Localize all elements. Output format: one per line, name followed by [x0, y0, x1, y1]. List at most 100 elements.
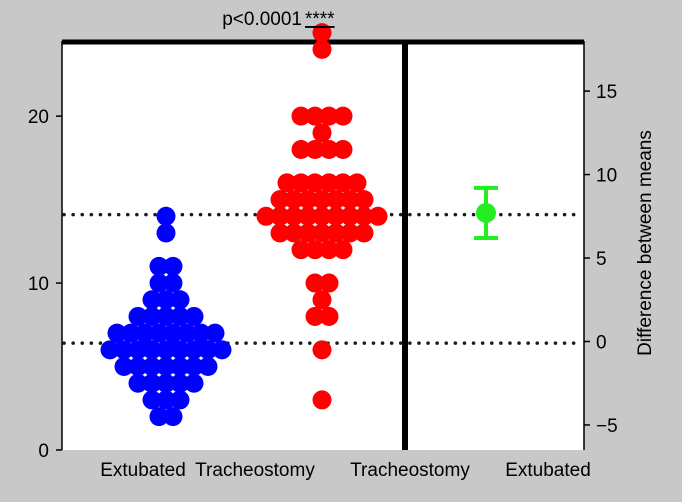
left-tick-label: 10 [28, 274, 49, 295]
data-point [170, 357, 190, 377]
data-point [128, 357, 148, 377]
data-points [100, 23, 388, 427]
data-point [198, 340, 218, 360]
data-point [340, 223, 360, 243]
data-point [312, 23, 332, 43]
data-point [142, 340, 162, 360]
data-point [291, 173, 311, 193]
data-point [149, 323, 169, 343]
data-point [326, 190, 346, 210]
data-point [284, 206, 304, 226]
data-point [128, 373, 148, 393]
data-point [305, 106, 325, 126]
difference-panel [474, 185, 498, 240]
right-tick-label: −5 [596, 416, 618, 437]
category-label: Tracheostomy [195, 460, 315, 481]
data-point [114, 340, 134, 360]
data-point [256, 206, 276, 226]
data-point [326, 206, 346, 226]
data-point [107, 323, 127, 343]
data-point [170, 340, 190, 360]
data-point [291, 106, 311, 126]
data-point [184, 373, 204, 393]
data-point [170, 373, 190, 393]
data-point [114, 357, 134, 377]
data-point [184, 340, 204, 360]
data-point [284, 223, 304, 243]
data-point [305, 140, 325, 160]
data-point [319, 106, 339, 126]
data-point [298, 206, 318, 226]
data-point [142, 390, 162, 410]
data-point [291, 240, 311, 260]
data-point [284, 190, 304, 210]
data-point [305, 306, 325, 326]
data-point [212, 340, 232, 360]
data-point [340, 206, 360, 226]
data-point [333, 106, 353, 126]
right-tick-label: 0 [596, 332, 607, 353]
data-point [170, 290, 190, 310]
data-point [312, 206, 332, 226]
difference-category-label: Tracheostomy [350, 460, 470, 481]
data-point [149, 256, 169, 276]
data-point [142, 306, 162, 326]
data-point [128, 306, 148, 326]
data-point [277, 173, 297, 193]
data-point [142, 357, 162, 377]
data-point [156, 390, 176, 410]
data-point [319, 273, 339, 293]
data-point [347, 173, 367, 193]
data-point [291, 140, 311, 160]
data-point [170, 306, 190, 326]
data-point [121, 323, 141, 343]
data-point [305, 173, 325, 193]
right-axis-label: Difference between means [635, 130, 656, 356]
data-point [191, 323, 211, 343]
data-point [270, 206, 290, 226]
data-point [354, 206, 374, 226]
right-tick-label: 5 [596, 249, 607, 270]
data-point [156, 223, 176, 243]
data-point [205, 323, 225, 343]
data-point [128, 340, 148, 360]
data-point [156, 373, 176, 393]
data-point [100, 340, 120, 360]
data-point [312, 290, 332, 310]
data-point [319, 173, 339, 193]
data-point [354, 223, 374, 243]
right-tick-label: 10 [596, 166, 617, 187]
data-point [312, 223, 332, 243]
data-point [163, 323, 183, 343]
data-point [142, 290, 162, 310]
left-axis-ticks: 0 10 20 [28, 107, 62, 462]
data-point [312, 39, 332, 59]
right-axis-ticks: −5 0 5 10 15 [584, 82, 618, 437]
significance-annotation: p<0.0001 [222, 9, 302, 30]
data-point [156, 357, 176, 377]
data-point [326, 223, 346, 243]
data-point [305, 240, 325, 260]
data-point [156, 306, 176, 326]
data-point [312, 123, 332, 143]
data-point [198, 357, 218, 377]
data-point [305, 273, 325, 293]
data-point [298, 223, 318, 243]
category-label: Extubated [100, 460, 186, 481]
data-point [163, 273, 183, 293]
data-point [319, 240, 339, 260]
data-point [149, 407, 169, 427]
data-point [135, 323, 155, 343]
data-point [319, 140, 339, 160]
data-point [333, 173, 353, 193]
data-point [298, 190, 318, 210]
data-point [312, 390, 332, 410]
data-point [333, 140, 353, 160]
category-labels: Extubated Tracheostomy Tracheostomy Extubat… [100, 460, 591, 481]
data-point [170, 390, 190, 410]
data-point [149, 273, 169, 293]
data-point [177, 323, 197, 343]
data-point [270, 190, 290, 210]
